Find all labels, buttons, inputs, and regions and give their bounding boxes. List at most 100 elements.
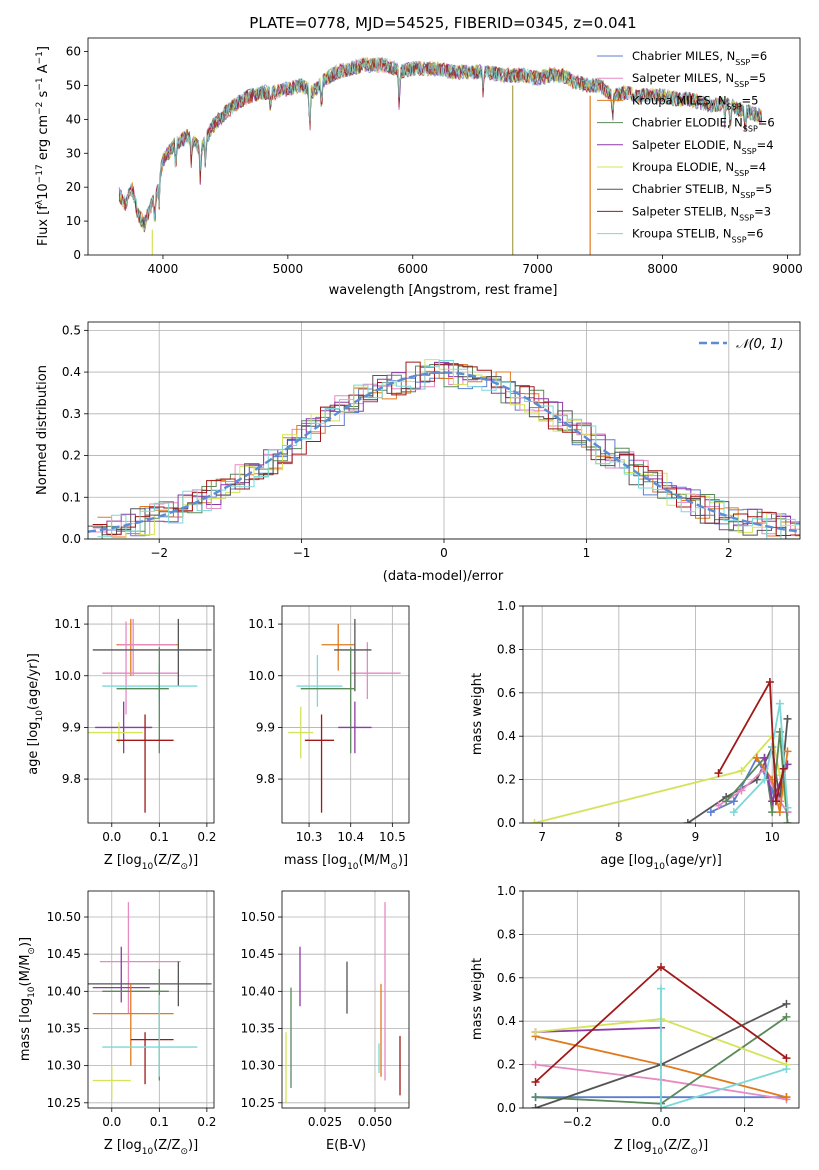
- x-tick-label: 9: [692, 830, 700, 844]
- label-part: (M/M: [359, 853, 391, 868]
- label-part: 10: [653, 862, 665, 872]
- label-part: ⊙: [690, 1147, 698, 1157]
- axes-massweight-vs-Z: −0.2 0.0 0.2 0.0 0.2 0.4 0.6 0.8 1.0: [497, 884, 800, 1129]
- x-axis-label: E(B-V): [326, 1138, 366, 1153]
- label-part: λ: [35, 199, 45, 205]
- x-tick-label: 0.0: [102, 830, 121, 844]
- weight-marker: [768, 808, 777, 817]
- weight-marker: [531, 1028, 540, 1037]
- axes-mass-vs-EBV: 0.025 0.050 10.25 10.30 10.35 10.40 10.45 10.50: [241, 890, 410, 1129]
- weight-marker: [782, 1012, 791, 1021]
- spectrum-line: [118, 57, 763, 232]
- label-part: age [log: [600, 853, 653, 868]
- weight-marker: [782, 1093, 791, 1102]
- y-tick-label: 10.50: [47, 910, 81, 924]
- x-tick-label: 0.0: [102, 1115, 121, 1129]
- label-part: s: [36, 90, 51, 101]
- plot-area-residuals: [88, 359, 800, 539]
- x-tick-label: 4000: [148, 262, 179, 276]
- weight-marker: [752, 753, 761, 762]
- y-tick-label: 10.45: [47, 947, 81, 961]
- weight-marker: [714, 801, 723, 810]
- y-tick-label: 10.1: [248, 617, 275, 631]
- y-tick-label: 10.1: [54, 617, 81, 631]
- y-tick-label: 0.2: [62, 449, 81, 463]
- weight-marker: [760, 775, 769, 784]
- label-part: mass [log: [284, 853, 347, 868]
- weight-marker: [783, 803, 792, 812]
- legend-text: Salpeter MILES, N: [632, 71, 734, 85]
- y-axis-label: Normed distribution: [35, 365, 50, 495]
- y-tick-label: 0.2: [497, 1058, 516, 1072]
- y-tick-label: 9.8: [62, 772, 81, 786]
- weight-marker: [657, 962, 665, 971]
- y-tick-label: 10.0: [54, 669, 81, 683]
- x-tick-label: 10.3: [296, 830, 323, 844]
- label-part: 10: [142, 862, 154, 872]
- y-tick-label: 30: [66, 146, 81, 160]
- y-tick-label: 1.0: [497, 599, 516, 613]
- legend-text: =5: [755, 182, 772, 196]
- legend-entry: Salpeter ELODIE, NSSP=4: [632, 138, 774, 156]
- y-tick-label: 10: [66, 214, 81, 228]
- weight-marker: [683, 819, 692, 823]
- label-part: )]: [698, 1138, 708, 1153]
- y-tick-label: 10.35: [241, 1021, 275, 1035]
- label-part: −2: [35, 102, 45, 115]
- label-part: erg cm: [36, 115, 51, 164]
- label-part: −1: [35, 51, 45, 64]
- y-tick-label: 20: [66, 180, 81, 194]
- x-tick-label: −2: [150, 546, 168, 560]
- label-part: (age/yr)]: [665, 853, 722, 868]
- legend-entry: Chabrier MILES, NSSP=6: [632, 49, 767, 67]
- legend-entry: Chabrier ELODIE, NSSP=6: [632, 116, 775, 134]
- y-tick-label: 0.6: [497, 971, 516, 985]
- legend-text: =5: [749, 71, 766, 85]
- legend-text: Chabrier ELODIE, N: [632, 116, 743, 130]
- y-tick-label: 0.8: [497, 642, 516, 656]
- x-tick-label: 5000: [273, 262, 304, 276]
- y-tick-label: 0.0: [62, 532, 81, 546]
- y-tick-label: 0.6: [497, 686, 516, 700]
- legend-subscript: SSP: [732, 235, 747, 244]
- y-axis-label: mass weight: [470, 958, 485, 1040]
- weight-marker: [783, 819, 792, 823]
- x-axis-label: Z [log10(Z/Z⊙)]: [614, 1138, 708, 1157]
- label-part: A: [36, 64, 51, 77]
- axes-frame: [281, 605, 410, 824]
- plot-area-age-vs-mass: [288, 618, 401, 813]
- legend-text: Kroupa STELIB, N: [632, 227, 732, 241]
- label-part: 10: [142, 1147, 154, 1157]
- label-part: −1: [35, 77, 45, 90]
- legend-subscript: SSP: [743, 124, 758, 133]
- label-part: −17: [35, 164, 45, 183]
- weight-marker: [657, 1104, 665, 1108]
- legend-text: =6: [747, 227, 764, 241]
- y-tick-label: 9.9: [62, 720, 81, 734]
- axes-massweight-vs-age: 7 8 9 10 0.0 0.2 0.4 0.6 0.8 1.0: [497, 599, 800, 844]
- x-tick-label: 1: [583, 546, 591, 560]
- legend-text: =4: [749, 160, 766, 174]
- x-tick-label: −0.2: [563, 1115, 592, 1129]
- legend-text: =5: [742, 93, 759, 107]
- y-tick-label: 0.0: [497, 1101, 516, 1115]
- y-tick-label: 0.8: [497, 927, 516, 941]
- label-part: (M/M: [18, 955, 33, 987]
- y-tick-label: 9.9: [256, 720, 275, 734]
- weight-marker: [531, 1077, 540, 1086]
- axes-frame: [281, 890, 410, 1109]
- legend-subscript: SSP: [727, 102, 742, 111]
- x-tick-label: 2: [725, 546, 733, 560]
- weight-marker: [775, 699, 784, 708]
- y-tick-label: 0.3: [62, 407, 81, 421]
- histogram-step: [92, 362, 800, 536]
- y-tick-label: 0.1: [62, 490, 81, 504]
- weight-marker: [783, 714, 792, 723]
- histogram-step: [97, 364, 800, 538]
- weight-marker: [737, 786, 746, 795]
- x-tick-label: 0.2: [735, 1115, 754, 1129]
- legend-entry: Salpeter MILES, NSSP=5: [632, 71, 766, 89]
- label-part: 10: [652, 1147, 664, 1157]
- y-tick-label: 40: [66, 112, 81, 126]
